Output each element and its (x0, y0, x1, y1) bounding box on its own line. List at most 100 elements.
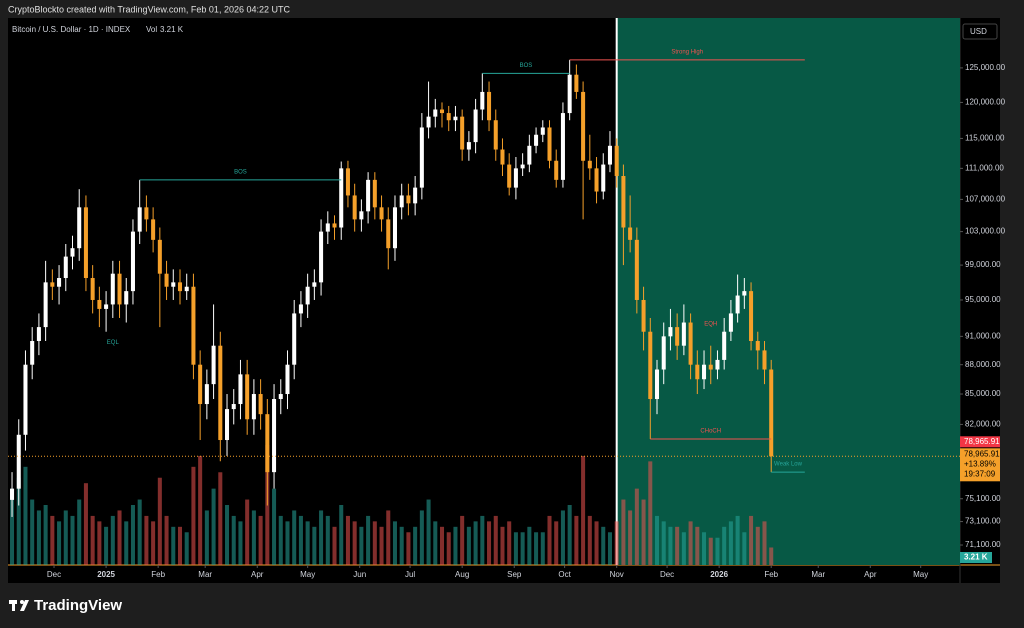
currency-box[interactable] (962, 23, 998, 40)
candle-body (473, 109, 478, 143)
candle-body (278, 394, 283, 400)
y-tick-label: 103,000.00 (965, 227, 1006, 236)
candle-body (16, 434, 21, 489)
candle-body (728, 313, 733, 332)
candle-body (325, 223, 330, 232)
volume-bar (90, 515, 95, 565)
x-tick-label: Apr (251, 570, 264, 579)
volume-bar (587, 515, 592, 565)
candle-body (137, 207, 142, 232)
volume-bar (57, 521, 62, 565)
candle-body (453, 116, 458, 121)
candle-body (372, 179, 377, 208)
x-tick-label: Sep (507, 570, 522, 579)
volume-bar (305, 521, 310, 565)
volume-bar (735, 515, 740, 565)
volume-bar (144, 515, 149, 565)
candle-body (63, 256, 68, 279)
volume-layer (10, 445, 774, 565)
candle-body (648, 331, 653, 400)
candle-body (628, 227, 633, 240)
candle-body (298, 304, 303, 314)
volume-bar (607, 532, 612, 565)
candle-body (722, 331, 727, 360)
candle-body (191, 286, 196, 365)
candle-body (413, 187, 418, 204)
candle-body (500, 149, 505, 165)
volume-bar (238, 521, 243, 565)
candle-body (426, 116, 431, 128)
candle-body (305, 286, 310, 305)
candle-body (339, 168, 344, 228)
volume-bar (648, 461, 653, 565)
candle-body (292, 313, 297, 365)
y-tick-label: 95,000.00 (965, 295, 1001, 304)
volume-bar (272, 488, 277, 565)
candle-body (70, 248, 75, 257)
candle-body (90, 278, 95, 300)
annotation-label: BOS (234, 169, 247, 175)
candle-body (218, 345, 223, 441)
volume-bar (722, 526, 727, 565)
volume-bar (16, 477, 21, 565)
candle-body (534, 134, 539, 146)
volume-bar (117, 510, 122, 565)
volume-bar (184, 532, 189, 565)
price-box-label: 78,965.91 (964, 449, 1000, 458)
annotation-label: Strong High (671, 49, 703, 55)
x-tick-label: Aug (455, 570, 469, 579)
candle-body (366, 179, 371, 212)
annotation-layer: BOS BOS Strong High CHoCH Weak Low EQL EQH (8, 49, 960, 473)
candle-body (762, 350, 767, 370)
y-tick-label: 85,000.00 (965, 389, 1001, 398)
volume-bar (628, 510, 633, 565)
volume-bar (10, 488, 15, 565)
x-tick-label: Dec (660, 570, 674, 579)
candle-body (83, 207, 88, 279)
candle-body (57, 278, 62, 287)
candle-body (587, 160, 592, 169)
volume-bar (70, 515, 75, 565)
candle-body (386, 219, 391, 249)
volume-bar (433, 521, 438, 565)
volume-bar (298, 515, 303, 565)
candle-body (460, 116, 465, 150)
x-tick-label: Oct (558, 570, 571, 579)
candle-layer (10, 59, 774, 517)
volume-bar (359, 526, 364, 565)
volume-bar (668, 526, 673, 565)
volume-bar (520, 532, 525, 565)
candle-body (527, 145, 532, 165)
volume-bar (345, 515, 350, 565)
volume-bar (762, 521, 767, 565)
volume-bar (110, 515, 115, 565)
candle-body (157, 239, 162, 274)
candle-body (715, 359, 720, 370)
candle-body (312, 282, 317, 287)
volume-bar (366, 515, 371, 565)
y-tick-label: 91,000.00 (965, 331, 1001, 340)
candle-body (319, 231, 324, 283)
volume-bar (466, 526, 471, 565)
candle-body (124, 291, 129, 305)
volume-bar (332, 526, 337, 565)
candle-body (688, 322, 693, 365)
volume-bar (198, 455, 203, 565)
volume-bar (130, 505, 135, 565)
x-tick-label: 2026 (710, 570, 728, 579)
candle-body (231, 404, 236, 410)
candle-body (379, 207, 384, 220)
candle-body (654, 369, 660, 400)
time-axis (8, 565, 960, 583)
volume-bar (446, 532, 451, 565)
candle-body (272, 399, 277, 473)
candle-body (177, 282, 183, 292)
currency[interactable]: USD (970, 27, 987, 36)
volume-bar (675, 526, 680, 565)
candle-body (144, 207, 149, 220)
volume-bar (688, 521, 693, 565)
axis-layer: 125,000.00 120,000.00 115,000.00 111,000.00… (47, 63, 1006, 579)
candle-body (601, 164, 606, 192)
